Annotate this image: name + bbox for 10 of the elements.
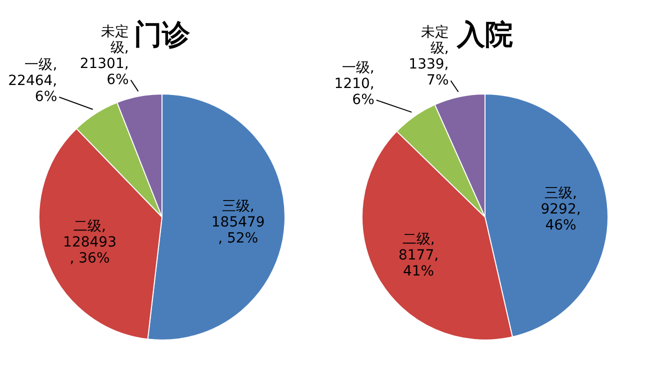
slice-label: 二级, 128493 , 36% [63,218,116,266]
chart-title: 入院 [456,18,513,51]
chart-title: 门诊 [134,18,191,51]
slice-label: 一级, 22464, 6% [8,57,58,106]
slice-label: 未定级, 1339, 7% [408,24,449,89]
slice-label: 三级, 9292, 46% [540,185,581,234]
slice-label: 三级, 185479 , 52% [211,198,265,246]
slice-label: 一级, 1210, 6% [334,60,374,108]
slice-label: 二级, 8177, 41% [398,231,439,280]
slice-label: 未定级, 21301, 6% [80,24,129,88]
